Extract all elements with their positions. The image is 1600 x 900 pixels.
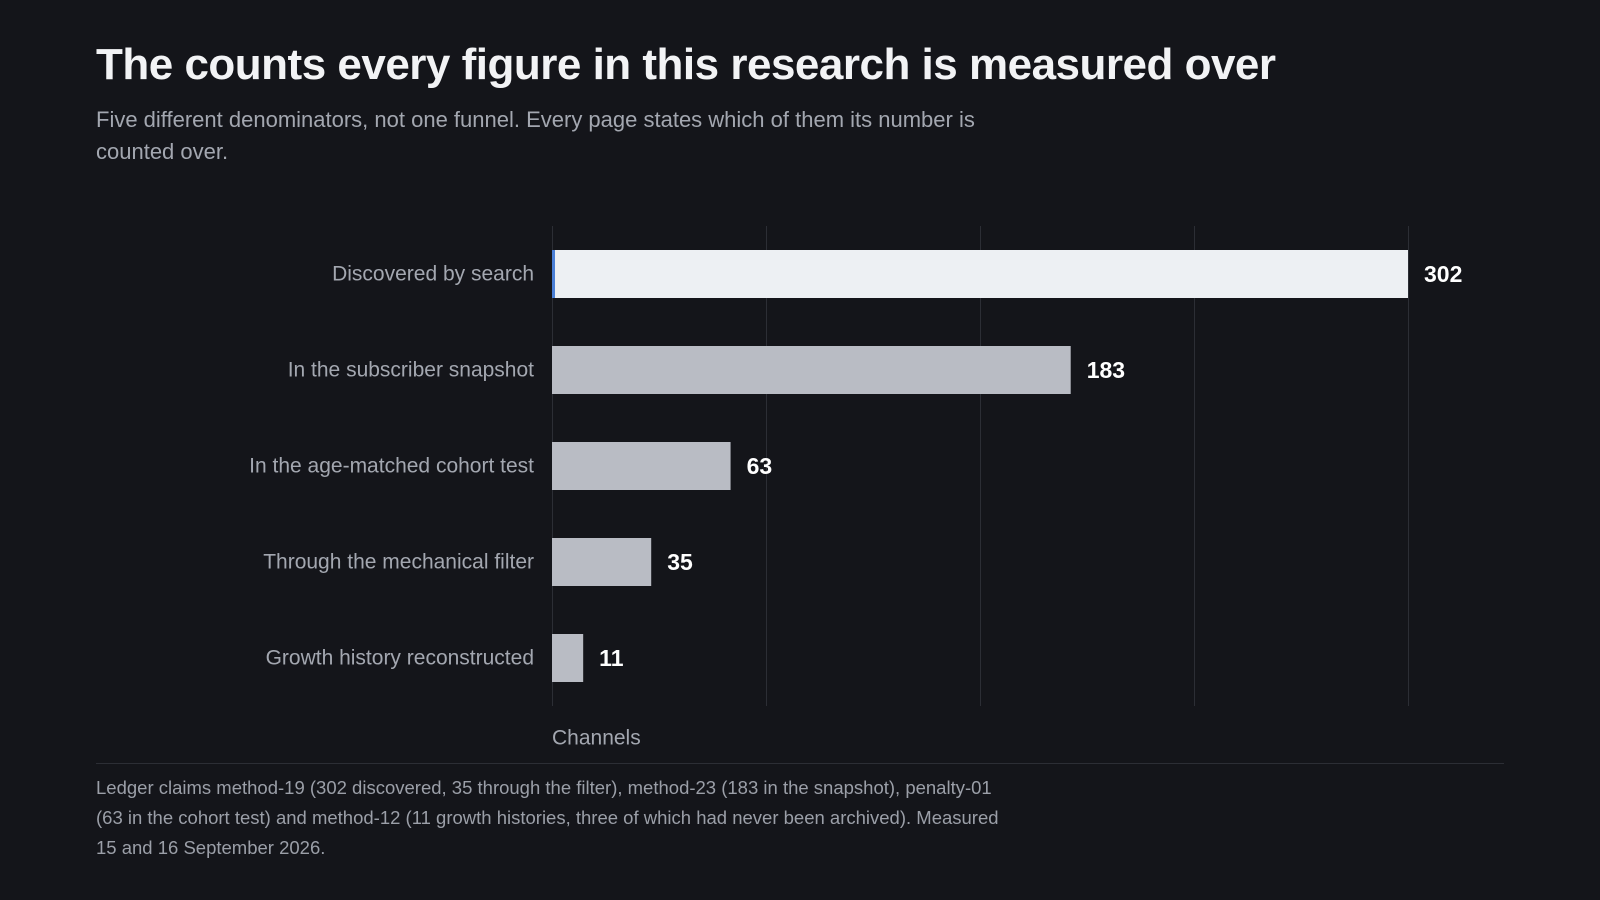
value-label-1: 183	[1087, 357, 1125, 383]
bar-1	[552, 346, 1071, 394]
bar-4	[552, 634, 584, 682]
footnote: Ledger claims method-19 (302 discovered,…	[96, 777, 999, 858]
value-label-2: 63	[747, 453, 773, 479]
value-label-3: 35	[667, 549, 693, 575]
chart-subtitle: Five different denominators, not one fun…	[96, 107, 975, 164]
value-label-4: 11	[599, 645, 624, 671]
category-label-3: Through the mechanical filter	[263, 551, 534, 574]
bar-3	[552, 538, 652, 586]
footnote-divider	[96, 763, 1504, 764]
chart-title: The counts every figure in this research…	[96, 40, 1276, 89]
bar-chart: Discovered by search 302 In the subscriber…	[249, 226, 1462, 750]
category-label-0: Discovered by search	[332, 263, 534, 286]
category-label-2: In the age-matched cohort test	[249, 455, 534, 478]
bar-0	[552, 250, 1408, 298]
category-label-4: Growth history reconstructed	[266, 647, 534, 670]
category-label-1: In the subscriber snapshot	[288, 359, 534, 382]
x-axis-label: Channels	[552, 727, 641, 750]
bar-2	[552, 442, 731, 490]
value-label-0: 302	[1424, 261, 1462, 287]
bar-highlight-edge-0	[552, 250, 555, 298]
